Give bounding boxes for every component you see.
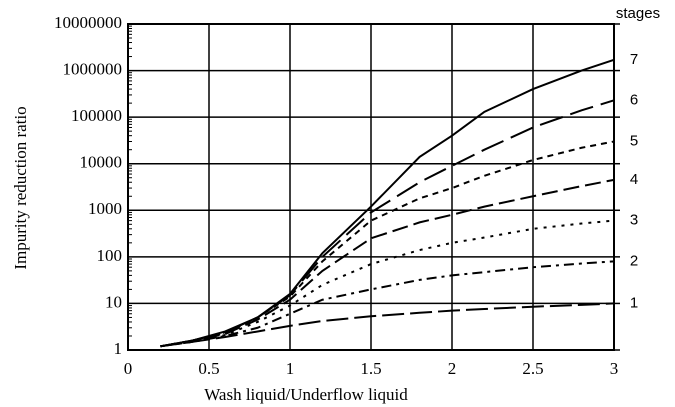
line-series xyxy=(160,302,615,348)
x-axis-title: Wash liquid/Underflow liquid xyxy=(204,385,408,404)
legend-label: 7 xyxy=(630,51,638,68)
y-tick-label: 100000 xyxy=(71,106,122,125)
y-tick-label: 100 xyxy=(97,246,123,265)
y-tick-label: 1000 xyxy=(88,199,122,218)
line-series xyxy=(160,58,615,348)
y-tick-label: 10 xyxy=(105,292,122,311)
x-tick-label: 0 xyxy=(124,359,133,378)
y-tick-label: 1000000 xyxy=(63,59,123,78)
line-series xyxy=(160,178,615,348)
legend-label: 6 xyxy=(630,91,638,108)
x-tick-label: 1.5 xyxy=(360,359,381,378)
legend-label: 4 xyxy=(630,171,638,188)
x-tick-label: 0.5 xyxy=(198,359,219,378)
legend-title: stages xyxy=(616,5,660,22)
line-series xyxy=(160,219,615,348)
line-series xyxy=(160,99,615,348)
y-tick-label: 10000000 xyxy=(54,13,122,32)
y-tick-label: 1 xyxy=(114,339,123,358)
legend-label: 2 xyxy=(630,252,638,269)
x-tick-label: 3 xyxy=(610,359,619,378)
y-axis-title: Impurity reduction ratio xyxy=(11,106,30,269)
x-tick-label: 1 xyxy=(286,359,295,378)
legend-label: 5 xyxy=(630,132,638,149)
legend-label: 1 xyxy=(630,294,638,311)
x-tick-label: 2 xyxy=(448,359,457,378)
legend-label: 3 xyxy=(630,212,638,229)
y-tick-label: 10000 xyxy=(80,153,123,172)
plot-frame xyxy=(127,23,615,351)
x-tick-label: 2.5 xyxy=(522,359,543,378)
